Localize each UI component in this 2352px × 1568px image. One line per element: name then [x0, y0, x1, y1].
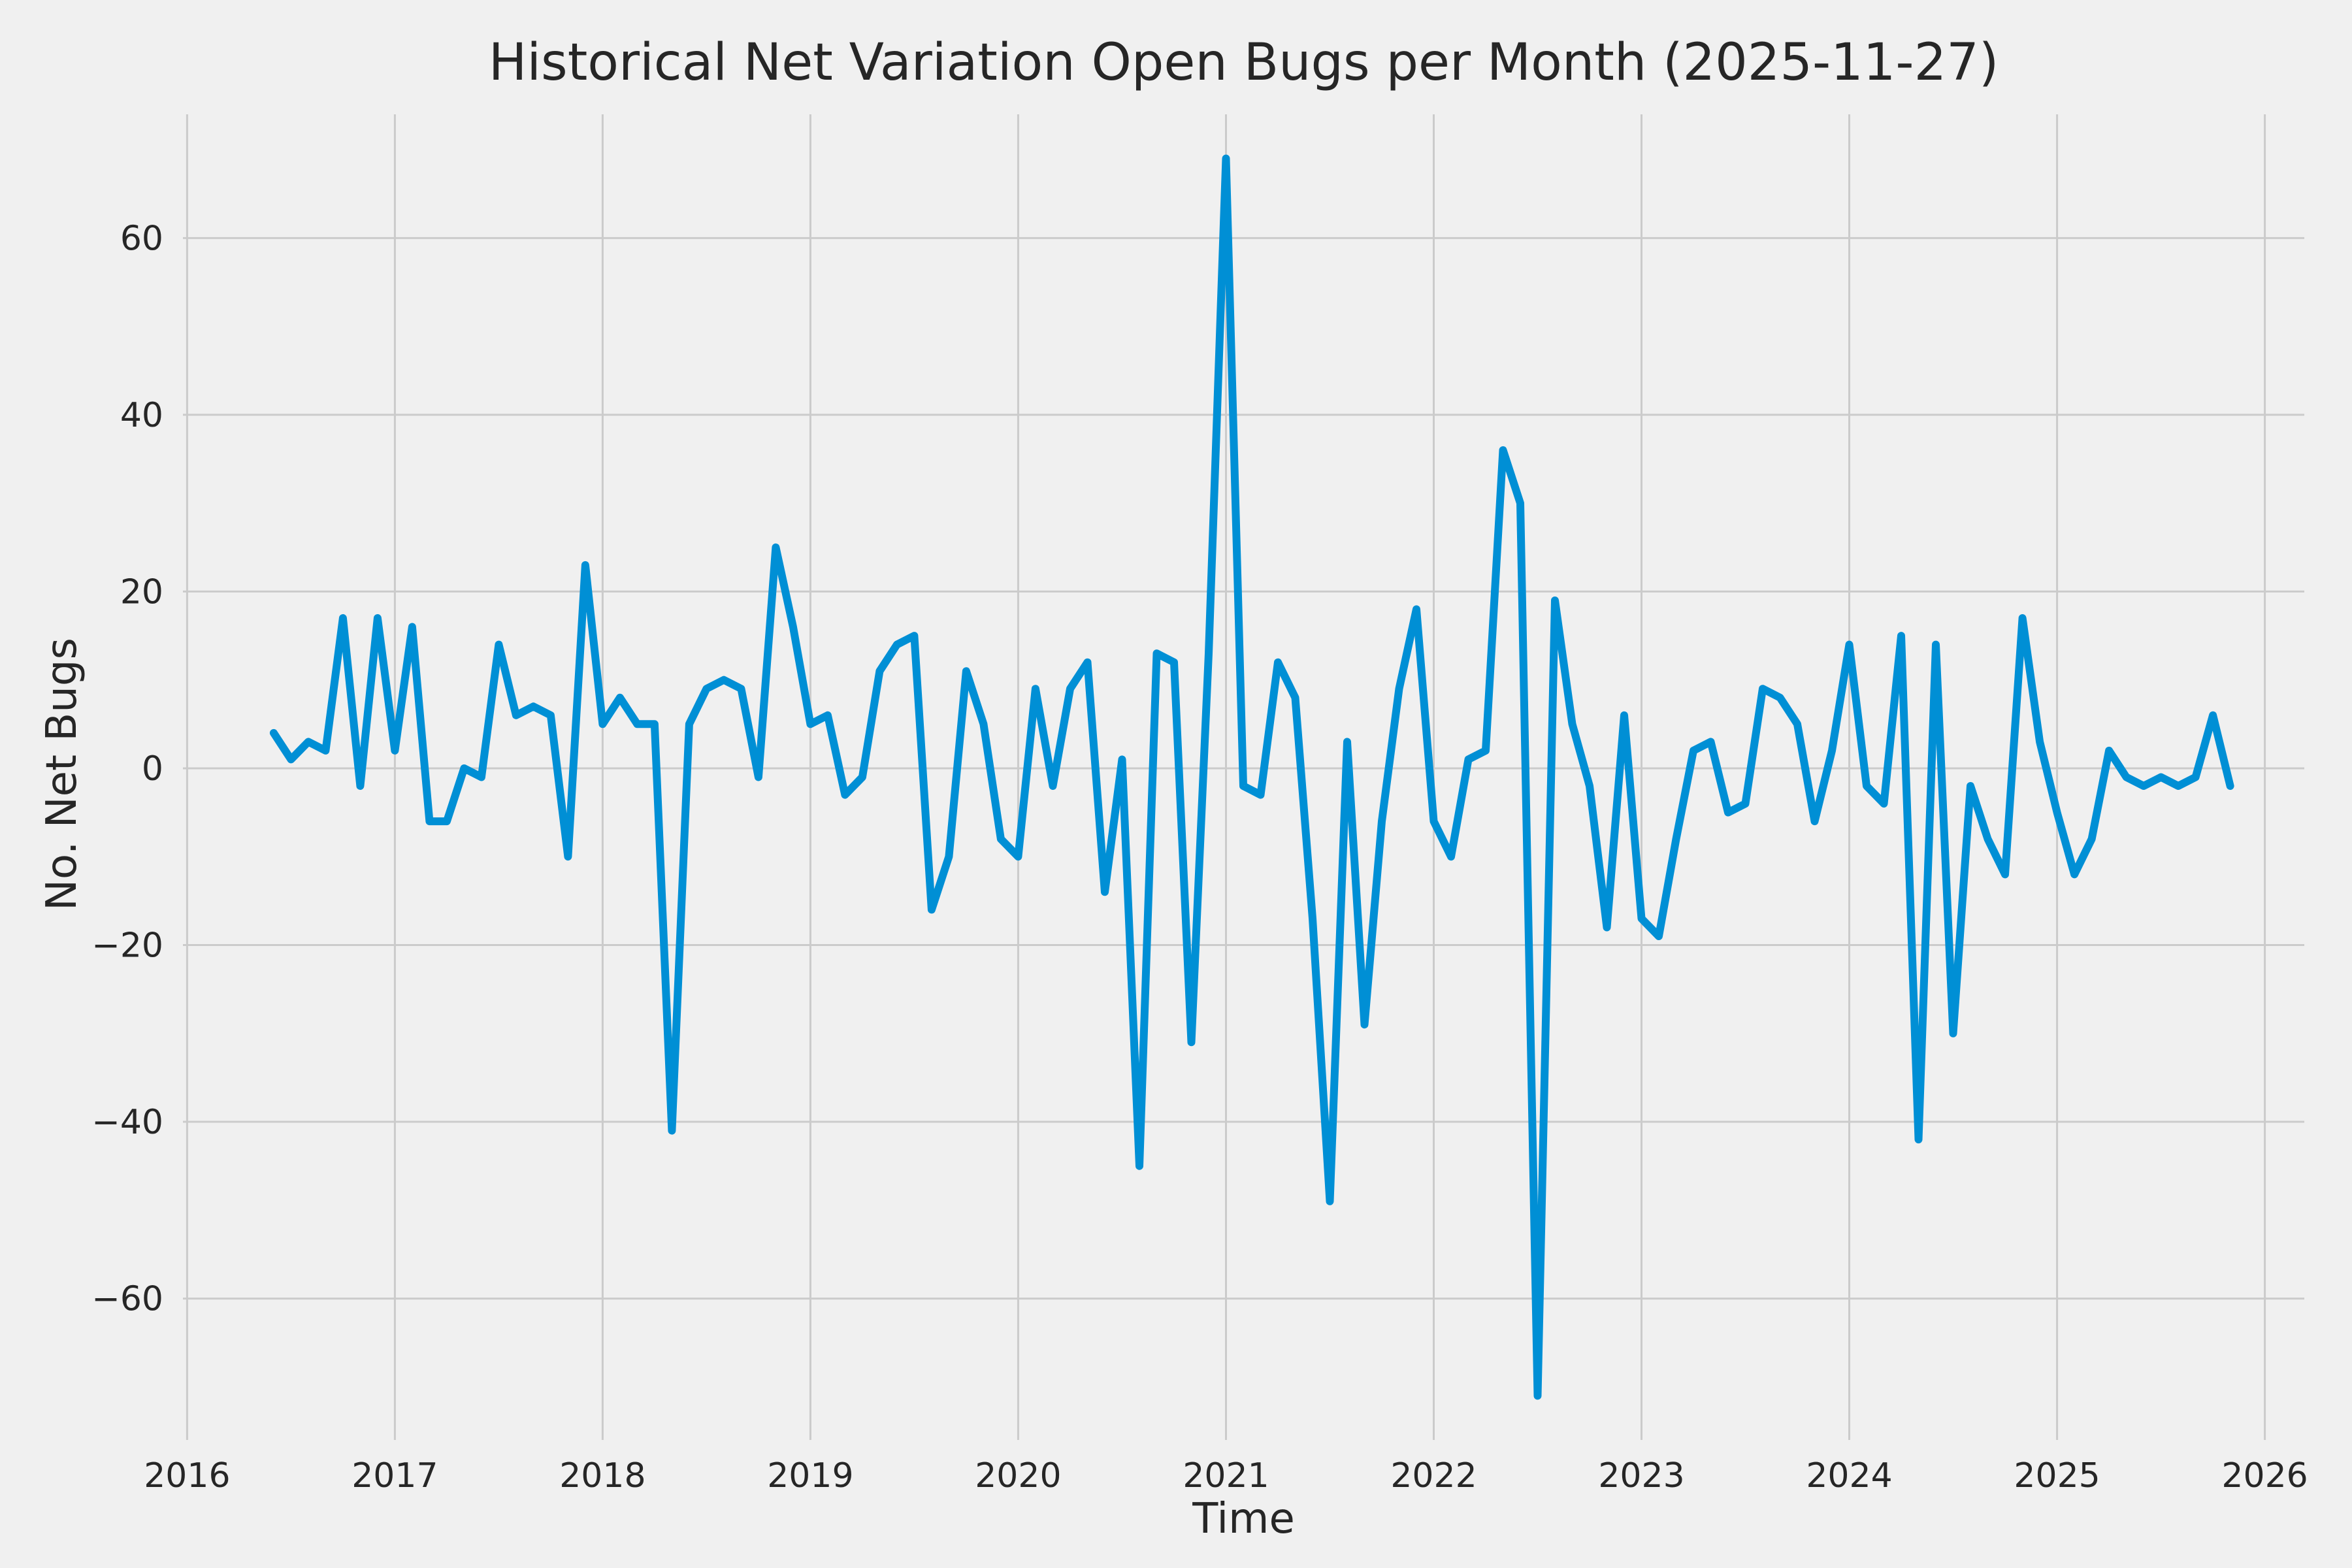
x-tick-label: 2019 — [767, 1456, 853, 1495]
y-tick-label: 40 — [120, 396, 163, 435]
x-tick-label: 2025 — [2014, 1456, 2100, 1495]
y-tick-label: −60 — [91, 1280, 163, 1319]
y-tick-label: 20 — [120, 572, 163, 612]
y-tick-label: −40 — [91, 1103, 163, 1142]
x-tick-label: 2023 — [1598, 1456, 1684, 1495]
x-tick-label: 2018 — [559, 1456, 645, 1495]
y-tick-label: 0 — [142, 749, 163, 789]
x-tick-label: 2016 — [144, 1456, 230, 1495]
chart-title: Historical Net Variation Open Bugs per M… — [488, 33, 1999, 92]
x-tick-label: 2024 — [1806, 1456, 1892, 1495]
x-tick-label: 2021 — [1183, 1456, 1269, 1495]
y-axis-label: No. Net Bugs — [38, 638, 86, 911]
y-tick-label: 60 — [120, 219, 163, 258]
x-tick-label: 2022 — [1390, 1456, 1477, 1495]
x-tick-label: 2017 — [351, 1456, 438, 1495]
x-axis-label: Time — [1192, 1495, 1295, 1543]
y-tick-label: −20 — [91, 926, 163, 966]
x-tick-label: 2026 — [2221, 1456, 2308, 1495]
x-tick-label: 2020 — [975, 1456, 1061, 1495]
data-line — [269, 154, 2234, 1400]
